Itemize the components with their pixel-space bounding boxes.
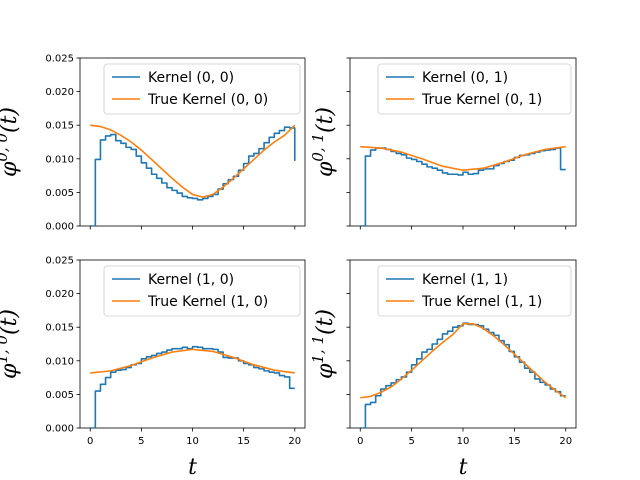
y-axis-label-base: φ xyxy=(0,363,22,379)
x-tick-label: 20 xyxy=(288,436,301,447)
x-axis-label: t xyxy=(188,455,197,480)
y-tick-label: 0.000 xyxy=(45,424,74,435)
x-tick-label: 0 xyxy=(87,436,93,447)
y-tick-label: 0.000 xyxy=(45,222,74,233)
legend-box xyxy=(103,63,301,115)
y-axis-label: φ0, 0(t) xyxy=(0,107,22,177)
y-tick-label: 0.010 xyxy=(45,154,74,165)
legend-label-0: Kernel (0, 1) xyxy=(422,70,508,86)
x-tick-label: 10 xyxy=(186,436,199,447)
y-axis-label-base: φ xyxy=(313,363,338,379)
y-tick-label: 0.005 xyxy=(45,390,74,401)
y-axis-label: φ1, 0(t) xyxy=(0,309,22,379)
chart-panel-2: 0.000 0.005 0.010 0.015 0.020 0.025 0 5 10 15 20 Ke… xyxy=(0,256,306,480)
series-line-1 xyxy=(90,124,296,198)
y-tick-label: 0.025 xyxy=(45,256,74,267)
y-tick-label: 0.005 xyxy=(45,188,74,199)
chart-panel-1: Kernel (0, 1) True Kernel (0, 1) φ0, 1(t) xyxy=(309,57,577,230)
y-axis-label-superscript: 1, 0 xyxy=(0,335,11,364)
y-tick-label: 0.015 xyxy=(45,121,74,132)
y-tick-label: 0.020 xyxy=(45,87,74,98)
y-axis-label: φ1, 1(t) xyxy=(309,309,338,379)
x-tick-label: 15 xyxy=(237,436,250,447)
chart-panel-3: 0 5 10 15 20 Kernel (1, 1) True Kernel (1, 1) φ… xyxy=(309,259,577,480)
chart-panel-0: 0.000 0.005 0.010 0.015 0.020 0.025 Kernel (0,… xyxy=(0,54,306,233)
legend-label-0: Kernel (0, 0) xyxy=(148,70,234,86)
y-axis-label: φ0, 1(t) xyxy=(309,107,338,177)
y-tick-label: 0.010 xyxy=(45,356,74,367)
legend-box xyxy=(377,63,572,115)
x-tick-label: 5 xyxy=(408,436,414,447)
y-axis-label-base: φ xyxy=(313,161,338,177)
x-tick-label: 0 xyxy=(357,436,363,447)
y-axis-label-superscript: 0, 0 xyxy=(0,133,11,162)
series-line-1 xyxy=(360,323,567,399)
y-axis-label-argument: (t) xyxy=(313,309,338,335)
legend-label-1: True Kernel (1, 1) xyxy=(421,294,542,310)
legend-box xyxy=(103,265,301,317)
y-axis-label-superscript: 1, 1 xyxy=(309,335,327,364)
x-tick-label: 5 xyxy=(138,436,144,447)
x-axis-label: t xyxy=(459,455,468,480)
series-line-1 xyxy=(90,348,295,374)
y-axis-label-argument: (t) xyxy=(0,107,22,133)
x-tick-label: 20 xyxy=(559,436,572,447)
legend-label-1: True Kernel (1, 0) xyxy=(147,294,268,310)
y-tick-label: 0.025 xyxy=(45,54,74,65)
y-axis-label-base: φ xyxy=(0,161,22,177)
legend-label-1: True Kernel (0, 1) xyxy=(421,92,542,108)
y-axis-label-argument: (t) xyxy=(0,309,22,335)
legend-label-0: Kernel (1, 0) xyxy=(148,272,234,288)
series-line-1 xyxy=(360,145,566,172)
x-tick-label: 15 xyxy=(508,436,521,447)
y-tick-label: 0.020 xyxy=(45,289,74,300)
y-tick-label: 0.015 xyxy=(45,323,74,334)
legend-label-1: True Kernel (0, 0) xyxy=(147,92,268,108)
series-line-0 xyxy=(90,126,296,226)
legend-label-0: Kernel (1, 1) xyxy=(422,272,508,288)
y-axis-label-argument: (t) xyxy=(313,107,338,133)
legend-box xyxy=(377,265,572,317)
y-axis-label-superscript: 0, 1 xyxy=(309,133,327,162)
x-tick-label: 10 xyxy=(457,436,470,447)
